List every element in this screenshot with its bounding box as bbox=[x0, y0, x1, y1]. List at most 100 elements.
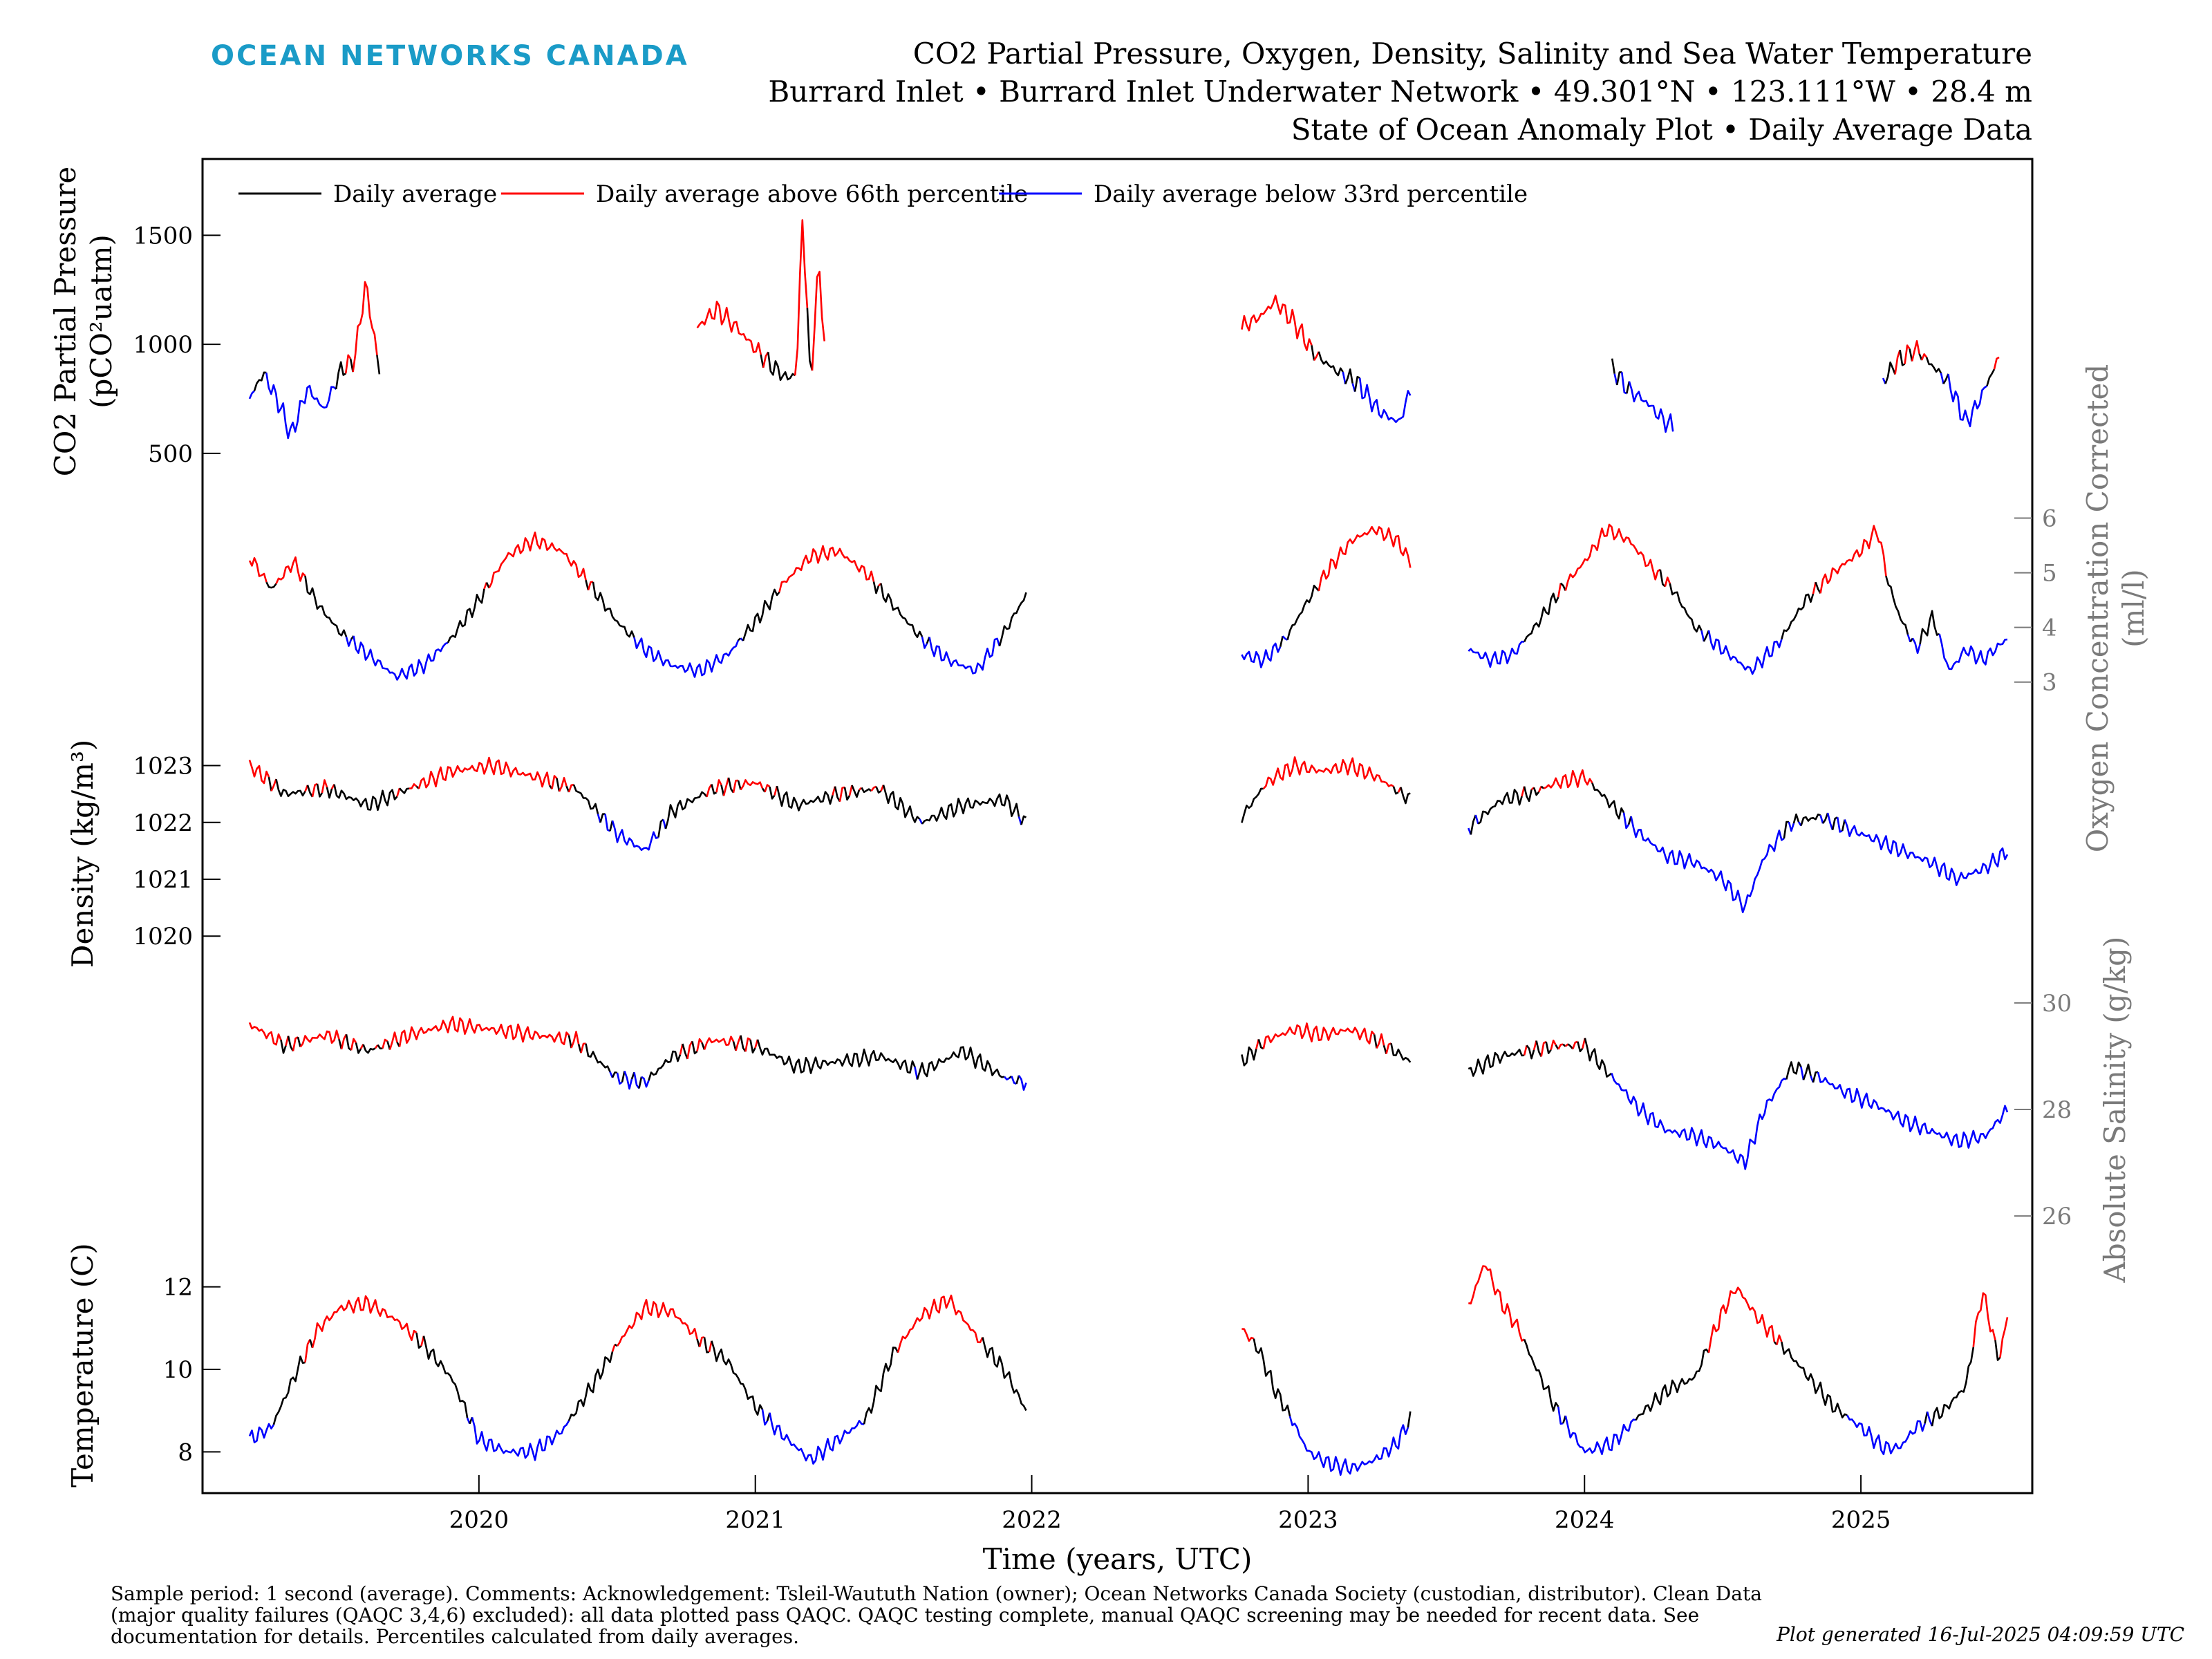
series-line-co2 bbox=[335, 361, 346, 390]
series-line-density bbox=[316, 783, 324, 798]
series-line-density bbox=[558, 777, 568, 792]
series-line-density bbox=[764, 784, 771, 793]
series-temperature-segment-2 bbox=[1468, 1265, 2009, 1456]
panel-oxygen: 3 4 5 6 Oxygen Concentration Corrected(ml/l) bbox=[248, 364, 2150, 852]
series-line-temperature bbox=[1707, 1286, 1776, 1353]
series-line-temperature bbox=[422, 1335, 469, 1418]
series-line-co2 bbox=[1986, 368, 1996, 386]
series-line-density bbox=[1800, 814, 1821, 826]
series-line-salinity bbox=[648, 1050, 682, 1081]
series-line-density bbox=[1262, 756, 1394, 789]
series-line-salinity bbox=[638, 1076, 643, 1089]
series-line-density bbox=[1477, 789, 1523, 825]
series-line-temperature bbox=[1564, 1415, 1636, 1455]
ytick-label-density: 1023 bbox=[133, 753, 193, 780]
series-line-oxygen bbox=[1815, 581, 1821, 594]
series-line-oxygen bbox=[1468, 640, 1525, 668]
series-line-salinity bbox=[1572, 1040, 1578, 1049]
series-line-density bbox=[551, 775, 558, 789]
series-line-density bbox=[1819, 815, 1824, 824]
series-line-oxygen bbox=[1703, 630, 1710, 642]
series-line-temperature bbox=[1781, 1341, 1848, 1418]
xtick-label: 2020 bbox=[449, 1506, 509, 1534]
xtick-label: 2022 bbox=[1002, 1506, 1062, 1534]
series-line-temperature bbox=[568, 1351, 614, 1421]
series-line-oxygen bbox=[921, 636, 928, 649]
series-line-density bbox=[396, 787, 401, 797]
series-line-oxygen bbox=[1557, 583, 1562, 598]
series-line-salinity bbox=[340, 1033, 348, 1050]
series-line-salinity bbox=[641, 1076, 650, 1088]
series-line-salinity bbox=[248, 1022, 282, 1046]
series-line-salinity bbox=[1785, 1061, 1802, 1080]
series-line-density bbox=[1841, 819, 1846, 832]
series-line-salinity bbox=[1468, 1049, 1525, 1077]
series-line-density bbox=[326, 787, 333, 799]
xtick-label: 2021 bbox=[725, 1506, 785, 1534]
series-line-salinity bbox=[1611, 1073, 1787, 1170]
series-line-co2 bbox=[1616, 371, 1622, 386]
legend: Daily average Daily average above 66th p… bbox=[238, 180, 1528, 208]
series-line-temperature bbox=[272, 1356, 306, 1425]
series-line-co2 bbox=[767, 352, 796, 382]
series-line-co2 bbox=[352, 281, 378, 373]
series-line-oxygen bbox=[353, 635, 449, 681]
series-line-temperature bbox=[1776, 1334, 1783, 1345]
series-density-segment-0 bbox=[248, 756, 1027, 851]
series-line-oxygen bbox=[872, 581, 880, 594]
series-line-co2 bbox=[253, 371, 267, 391]
series-line-temperature bbox=[311, 1295, 418, 1349]
series-line-salinity bbox=[624, 1070, 633, 1090]
series-line-co2 bbox=[1626, 381, 1631, 394]
series-line-density bbox=[568, 783, 574, 793]
series-line-temperature bbox=[1999, 1317, 2009, 1358]
series-temperature-segment-0 bbox=[248, 1294, 1027, 1465]
series-line-co2 bbox=[248, 390, 255, 400]
series-line-temperature bbox=[415, 1332, 422, 1349]
series-line-temperature bbox=[248, 1423, 275, 1443]
series-line-co2 bbox=[811, 270, 825, 371]
series-line-density bbox=[1591, 782, 1625, 820]
series-line-salinity bbox=[1550, 1040, 1557, 1051]
series-line-salinity bbox=[1004, 1076, 1010, 1080]
series-line-temperature bbox=[611, 1344, 616, 1352]
series-line-temperature bbox=[1931, 1347, 1975, 1427]
panel-temperature: 8 10 12 Temperature (C) bbox=[66, 1243, 2009, 1488]
series-line-oxygen bbox=[1659, 569, 1666, 588]
series-co2-segment-0 bbox=[248, 281, 381, 440]
series-line-density bbox=[882, 785, 921, 823]
series-line-co2 bbox=[1611, 358, 1615, 374]
xlabel: Time (years, UTC) bbox=[983, 1542, 1253, 1576]
series-line-density bbox=[921, 793, 1020, 825]
series-line-salinity bbox=[355, 1042, 362, 1054]
series-line-density bbox=[270, 778, 277, 791]
series-line-co2 bbox=[1311, 345, 1315, 361]
series-line-density bbox=[1792, 813, 1800, 824]
series-line-salinity bbox=[570, 1031, 580, 1049]
series-line-density bbox=[851, 785, 861, 798]
panel-salinity: 26 28 30 Absolute Salinity (g/kg) bbox=[248, 937, 2132, 1283]
series-line-co2 bbox=[1925, 357, 1942, 374]
series-line-oxygen bbox=[1781, 593, 1815, 640]
series-line-salinity bbox=[1577, 1041, 1584, 1053]
series-line-oxygen bbox=[1559, 582, 1566, 591]
brand-logo: OCEAN NETWORKS CANADA bbox=[211, 40, 689, 72]
series-line-oxygen bbox=[1664, 577, 1671, 587]
series-line-salinity bbox=[580, 1042, 586, 1053]
series-line-temperature bbox=[897, 1294, 984, 1353]
series-line-temperature bbox=[711, 1340, 764, 1416]
series-line-salinity bbox=[1018, 1075, 1027, 1091]
chart-subtitle-type: State of Ocean Anomaly Plot • Daily Aver… bbox=[1291, 113, 2032, 147]
series-line-density bbox=[1844, 819, 2009, 886]
series-line-salinity bbox=[1535, 1040, 1542, 1057]
panels: 500 1000 1500 CO2 Partial Pressure(pCO²uatm… bbox=[48, 167, 2150, 1488]
series-line-salinity bbox=[1011, 1076, 1018, 1085]
series-line-oxygen bbox=[345, 636, 353, 647]
series-line-salinity bbox=[1385, 1042, 1392, 1054]
series-line-density bbox=[711, 784, 718, 795]
series-line-oxygen bbox=[633, 637, 740, 678]
series-line-salinity bbox=[611, 1071, 618, 1078]
series-line-salinity bbox=[1802, 1063, 1812, 1080]
series-co2-segment-3 bbox=[1611, 358, 1674, 433]
